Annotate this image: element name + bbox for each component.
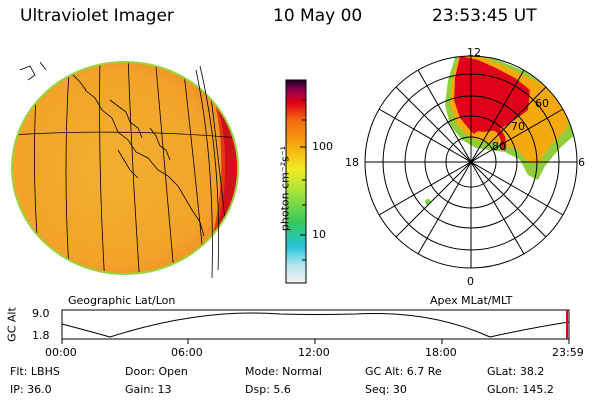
mlat-label-80: 80 — [492, 140, 506, 153]
info-glat: GLat: 38.2 — [487, 365, 545, 378]
info-gc-alt: GC Alt: 6.7 Re — [365, 365, 442, 378]
time-tick-1: 06:00 — [171, 346, 203, 359]
info-gain: Gain: 13 — [125, 383, 172, 396]
geographic-panel-label: Geographic Lat/Lon — [68, 294, 176, 307]
altitude-y-high: 9.0 — [32, 307, 50, 320]
observation-time: 23:53:45 UT — [432, 6, 537, 26]
mlat-label-70: 70 — [511, 120, 525, 133]
mlat-label-60: 60 — [535, 97, 549, 110]
mlt-label-0: 0 — [467, 275, 474, 288]
mlt-label-6: 6 — [578, 156, 585, 169]
colorbar-unit-label: photon cm⁻²s⁻¹ — [278, 145, 292, 232]
instrument-title: Ultraviolet Imager — [20, 6, 174, 26]
info-mode: Mode: Normal — [245, 365, 322, 378]
info-filter: Flt: LBHS — [10, 365, 60, 378]
time-tick-4: 23:59 — [552, 346, 584, 359]
time-tick-3: 18:00 — [425, 346, 457, 359]
altitude-plot — [61, 309, 570, 344]
mlt-label-18: 18 — [345, 156, 359, 169]
time-tick-0: 00:00 — [45, 346, 77, 359]
altitude-y-low: 1.8 — [32, 329, 50, 342]
colorbar-tick-10: 10 — [312, 228, 326, 241]
info-glon: GLon: 145.2 — [487, 383, 554, 396]
colorbar — [285, 79, 307, 284]
info-dsp: Dsp: 5.6 — [245, 383, 291, 396]
polar-plot — [364, 55, 578, 269]
colorbar-tick-100: 100 — [312, 140, 333, 153]
mlt-label-12: 12 — [467, 46, 481, 59]
observation-date: 10 May 00 — [273, 6, 363, 26]
info-seq: Seq: 30 — [365, 383, 407, 396]
altitude-axis-label: GC Alt — [5, 307, 19, 342]
info-door: Door: Open — [125, 365, 188, 378]
earth-image — [11, 61, 239, 279]
time-tick-2: 12:00 — [298, 346, 330, 359]
info-ip: IP: 36.0 — [10, 383, 52, 396]
apex-panel-label: Apex MLat/MLT — [430, 294, 513, 307]
